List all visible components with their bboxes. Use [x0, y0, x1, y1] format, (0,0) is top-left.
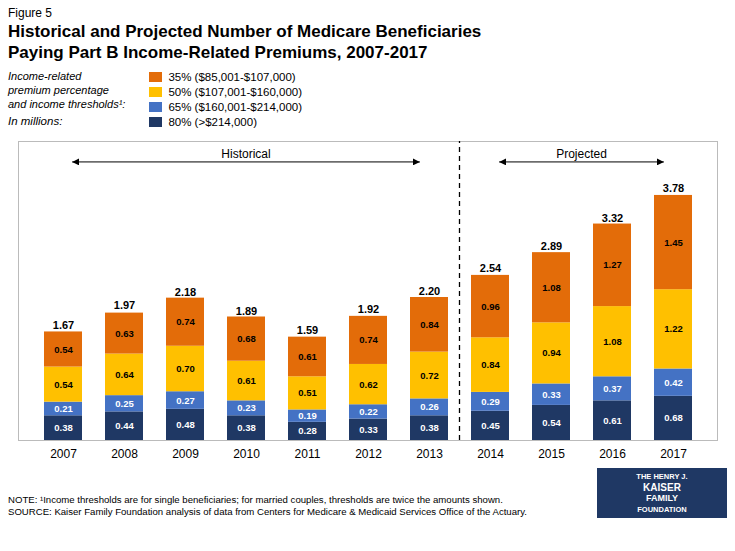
svg-text:0.68: 0.68 [237, 333, 256, 344]
svg-text:2011: 2011 [295, 447, 321, 461]
svg-text:0.96: 0.96 [481, 301, 500, 312]
svg-text:0.19: 0.19 [298, 410, 317, 421]
svg-text:2016: 2016 [599, 447, 626, 461]
svg-text:0.74: 0.74 [359, 334, 378, 345]
svg-text:0.64: 0.64 [115, 369, 134, 380]
svg-text:0.38: 0.38 [54, 422, 73, 433]
svg-text:0.45: 0.45 [481, 420, 500, 431]
html-text:SOURCE: Kaiser Family Foundati: SOURCE: Kaiser Family Foundation analysi… [8, 506, 527, 517]
svg-text:0.26: 0.26 [420, 401, 439, 412]
svg-text:0.25: 0.25 [115, 398, 134, 409]
html-text:35% ($85,001-$107,000): 35% ($85,001-$107,000) [168, 70, 296, 83]
html-text:In millions:: In millions: [8, 115, 63, 127]
html-text:Historical and Projected Numbe: Historical and Projected Number of Medic… [8, 22, 482, 41]
svg-text:1.45: 1.45 [664, 237, 683, 248]
svg-text:0.38: 0.38 [420, 422, 439, 433]
html-text:Paying Part B Income-Related P: Paying Part B Income-Related Premiums, 2… [8, 43, 428, 62]
html-text:FAMILY: FAMILY [645, 493, 679, 503]
svg-text:Projected: Projected [556, 147, 607, 161]
svg-text:2007: 2007 [50, 447, 77, 461]
svg-text:0.38: 0.38 [237, 422, 256, 433]
svg-text:1.67: 1.67 [53, 319, 74, 331]
html-text:65% ($160,001-$214,000): 65% ($160,001-$214,000) [168, 100, 302, 113]
svg-text:1.27: 1.27 [603, 259, 622, 270]
svg-text:1.92: 1.92 [358, 303, 379, 315]
svg-text:0.22: 0.22 [359, 406, 378, 417]
svg-text:0.42: 0.42 [664, 377, 683, 388]
svg-text:1.97: 1.97 [114, 299, 135, 311]
svg-text:1.59: 1.59 [297, 324, 318, 336]
svg-text:0.28: 0.28 [298, 425, 317, 436]
svg-text:2015: 2015 [538, 447, 565, 461]
svg-text:0.54: 0.54 [54, 344, 73, 355]
svg-text:2014: 2014 [477, 447, 504, 461]
html-text:KAISER: KAISER [643, 482, 681, 493]
svg-text:0.23: 0.23 [237, 402, 256, 413]
svg-text:0.21: 0.21 [54, 403, 73, 414]
svg-text:0.48: 0.48 [176, 419, 195, 430]
html-text:50% ($107,001-$160,000): 50% ($107,001-$160,000) [168, 85, 302, 98]
svg-text:1.08: 1.08 [603, 336, 622, 347]
svg-text:2.20: 2.20 [419, 285, 440, 297]
svg-text:2008: 2008 [111, 447, 138, 461]
svg-text:2012: 2012 [355, 447, 382, 461]
svg-text:2009: 2009 [172, 447, 199, 461]
svg-text:2.18: 2.18 [175, 286, 196, 298]
svg-text:0.84: 0.84 [481, 359, 500, 370]
svg-text:0.27: 0.27 [176, 395, 195, 406]
svg-text:0.54: 0.54 [542, 417, 561, 428]
svg-text:0.33: 0.33 [359, 424, 378, 435]
svg-text:0.62: 0.62 [359, 379, 378, 390]
svg-text:0.74: 0.74 [176, 316, 195, 327]
svg-text:1.08: 1.08 [542, 282, 561, 293]
svg-text:0.84: 0.84 [420, 319, 439, 330]
svg-text:0.29: 0.29 [481, 396, 500, 407]
svg-text:0.61: 0.61 [237, 375, 256, 386]
svg-text:Historical: Historical [221, 147, 270, 161]
svg-text:2017: 2017 [660, 447, 687, 461]
html-text:Figure 5: Figure 5 [8, 6, 52, 20]
html-text:FOUNDATION: FOUNDATION [637, 505, 687, 514]
html-text:THE HENRY J.: THE HENRY J. [636, 472, 688, 481]
svg-text:0.61: 0.61 [603, 415, 622, 426]
html-text:NOTE: ¹Income thresholds are f: NOTE: ¹Income thresholds are for single … [8, 494, 503, 505]
svg-text:0.54: 0.54 [54, 379, 73, 390]
svg-text:0.37: 0.37 [603, 383, 622, 394]
svg-text:2.54: 2.54 [480, 262, 502, 274]
svg-text:0.61: 0.61 [298, 351, 317, 362]
svg-text:0.51: 0.51 [298, 387, 317, 398]
svg-text:2010: 2010 [233, 447, 260, 461]
svg-text:1.22: 1.22 [664, 323, 683, 334]
svg-text:0.68: 0.68 [664, 412, 683, 423]
svg-text:3.78: 3.78 [663, 182, 684, 194]
svg-text:0.63: 0.63 [115, 328, 134, 339]
svg-text:2013: 2013 [416, 447, 443, 461]
svg-text:1.89: 1.89 [236, 305, 257, 317]
svg-text:0.44: 0.44 [115, 420, 134, 431]
svg-text:3.32: 3.32 [602, 212, 623, 224]
html-text:Income-related premium percent: Income-related premium percentage and in… [8, 70, 126, 110]
svg-text:0.33: 0.33 [542, 389, 561, 400]
svg-text:0.94: 0.94 [542, 347, 561, 358]
svg-text:0.70: 0.70 [176, 363, 195, 374]
svg-text:0.72: 0.72 [420, 370, 439, 381]
html-text:80% (>$214,000): 80% (>$214,000) [168, 115, 257, 128]
svg-text:2.89: 2.89 [541, 240, 562, 252]
